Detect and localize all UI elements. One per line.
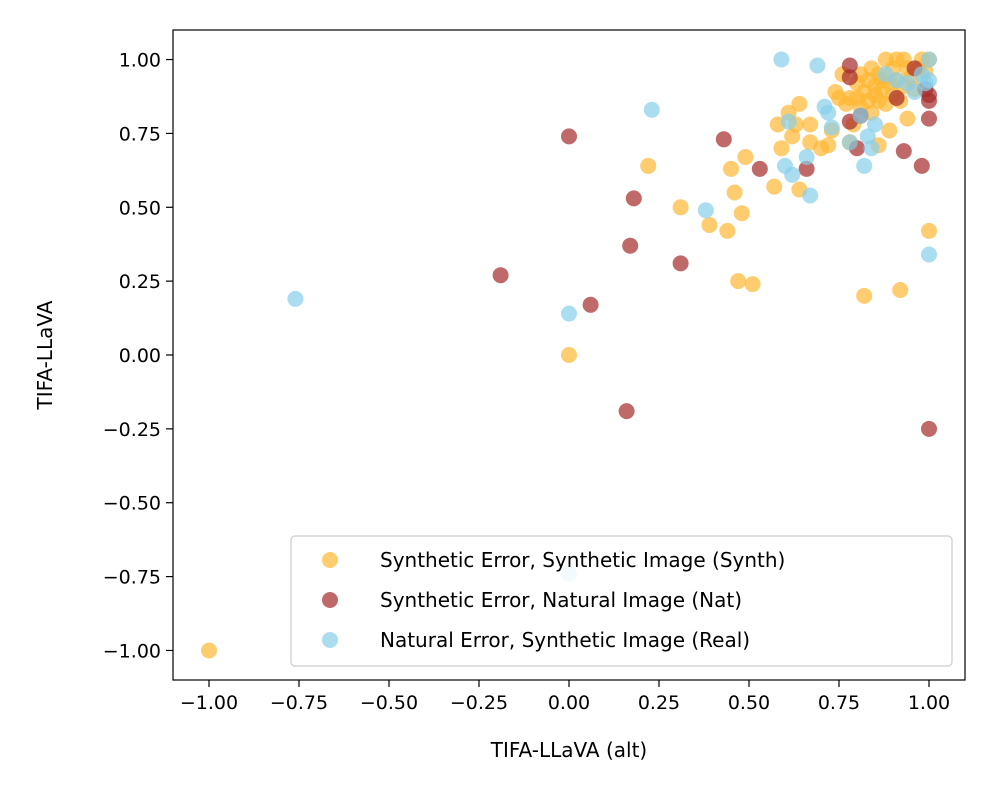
x-axis-ticks: −1.00 −0.75 −0.50 −0.25 0.00 0.25 0.50 0.75 1.00 bbox=[180, 680, 950, 714]
point-real-10 bbox=[802, 187, 819, 204]
point-real-4 bbox=[697, 202, 714, 219]
point-synth-57 bbox=[892, 282, 909, 298]
legend: Synthetic Error, Synthetic Image (Synth)… bbox=[290, 535, 953, 667]
legend-label-synth: Synthetic Error, Synthetic Image (Synth) bbox=[380, 548, 785, 572]
legend-box bbox=[290, 535, 953, 667]
point-real-14 bbox=[823, 119, 840, 136]
x-tick-label: −1.00 bbox=[180, 692, 238, 714]
legend-marker-real bbox=[322, 632, 338, 648]
point-real-16 bbox=[852, 107, 869, 124]
point-real-0 bbox=[287, 290, 304, 307]
plot-frame bbox=[172, 29, 966, 681]
point-synth-3 bbox=[672, 199, 689, 216]
point-nat-2 bbox=[582, 296, 599, 313]
point-nat-8 bbox=[751, 160, 768, 177]
y-tick-label: 0.50 bbox=[119, 197, 161, 219]
point-real-28 bbox=[921, 72, 937, 89]
point-nat-5 bbox=[625, 190, 642, 207]
point-real-19 bbox=[863, 140, 880, 157]
point-real-11 bbox=[809, 57, 826, 74]
point-synth-2 bbox=[640, 157, 657, 174]
point-synth-51 bbox=[881, 122, 898, 139]
point-nat-11 bbox=[841, 69, 858, 86]
point-synth-5 bbox=[719, 222, 736, 239]
point-nat-7 bbox=[715, 131, 732, 148]
point-synth-4 bbox=[701, 217, 718, 233]
point-synth-10 bbox=[737, 149, 754, 165]
x-axis-label: TIFA-LLaVA (alt) bbox=[490, 738, 647, 762]
y-tick-label: 0.00 bbox=[119, 345, 161, 367]
point-nat-18 bbox=[913, 157, 930, 174]
point-synth-18 bbox=[791, 95, 808, 112]
x-tick-label: 0.75 bbox=[818, 692, 860, 714]
point-nat-12 bbox=[841, 57, 858, 74]
y-axis-label: TIFA-LLaVA bbox=[33, 300, 57, 410]
x-tick-label: 1.00 bbox=[908, 692, 950, 714]
point-real-5 bbox=[773, 51, 790, 68]
point-real-15 bbox=[841, 134, 858, 151]
legend-marker-synth bbox=[322, 552, 338, 568]
point-nat-0 bbox=[492, 267, 509, 284]
point-synth-12 bbox=[766, 178, 783, 195]
point-synth-1 bbox=[561, 347, 577, 363]
y-axis-ticks: −1.00 −0.75 −0.50 −0.25 0.00 0.25 0.50 0.75 1.00 bbox=[103, 50, 173, 662]
point-synth-0 bbox=[201, 642, 217, 659]
x-tick-label: 0.50 bbox=[728, 692, 770, 714]
y-tick-label: −0.50 bbox=[103, 493, 161, 515]
y-tick-label: −1.00 bbox=[103, 640, 161, 662]
y-tick-label: 0.75 bbox=[119, 123, 161, 145]
point-synth-9 bbox=[733, 205, 750, 222]
point-nat-21 bbox=[921, 110, 937, 127]
point-nat-23 bbox=[921, 420, 937, 437]
point-real-24 bbox=[906, 84, 923, 100]
x-tick-label: −0.50 bbox=[360, 692, 418, 714]
point-real-3 bbox=[643, 101, 660, 118]
point-real-8 bbox=[784, 166, 801, 183]
point-synth-11 bbox=[744, 276, 761, 293]
point-synth-37 bbox=[856, 287, 873, 304]
point-synth-61 bbox=[899, 110, 916, 127]
point-synth-23 bbox=[820, 137, 837, 154]
legend-marker-nat bbox=[322, 592, 338, 608]
point-real-17 bbox=[856, 157, 873, 174]
point-nat-1 bbox=[561, 128, 577, 145]
point-synth-14 bbox=[773, 140, 790, 157]
y-tick-label: 1.00 bbox=[119, 50, 161, 72]
y-tick-label: −0.25 bbox=[103, 419, 161, 441]
point-nat-16 bbox=[895, 143, 912, 160]
point-real-29 bbox=[921, 246, 937, 263]
point-nat-3 bbox=[618, 403, 635, 420]
point-synth-6 bbox=[723, 160, 739, 177]
point-real-27 bbox=[921, 51, 937, 68]
point-real-13 bbox=[820, 104, 837, 121]
point-nat-9 bbox=[798, 160, 815, 177]
legend-label-real: Natural Error, Synthetic Image (Real) bbox=[380, 628, 750, 652]
point-real-9 bbox=[798, 149, 815, 165]
point-nat-15 bbox=[888, 90, 905, 106]
y-tick-label: 0.25 bbox=[119, 271, 161, 293]
point-synth-21 bbox=[802, 116, 819, 133]
point-nat-4 bbox=[622, 237, 639, 254]
point-nat-6 bbox=[672, 255, 689, 272]
y-tick-label: −0.75 bbox=[103, 567, 161, 589]
x-tick-label: 0.25 bbox=[638, 692, 680, 714]
point-real-20 bbox=[867, 116, 883, 133]
point-synth-7 bbox=[726, 184, 743, 201]
legend-label-nat: Synthetic Error, Natural Image (Nat) bbox=[380, 588, 742, 612]
point-synth-68 bbox=[921, 222, 937, 239]
point-real-7 bbox=[780, 113, 797, 130]
x-tick-label: −0.25 bbox=[450, 692, 508, 714]
data-points bbox=[201, 51, 937, 659]
point-synth-8 bbox=[730, 273, 747, 290]
x-tick-label: 0.00 bbox=[548, 692, 590, 714]
point-real-1 bbox=[561, 305, 577, 322]
x-tick-label: −0.75 bbox=[270, 692, 328, 714]
